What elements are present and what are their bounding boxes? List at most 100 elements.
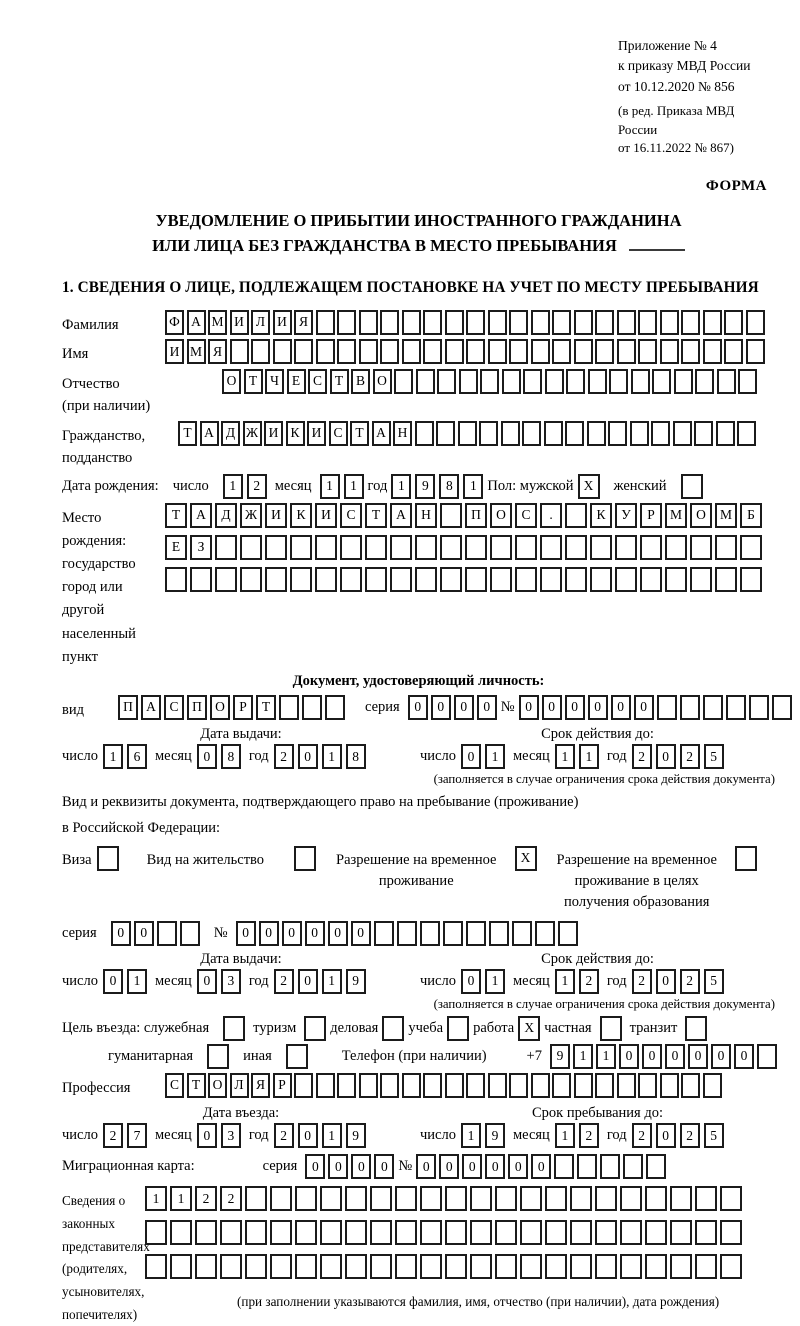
cell[interactable] [170, 1254, 192, 1280]
cell[interactable] [495, 1186, 517, 1212]
cell[interactable]: 1 [102, 744, 123, 770]
cell[interactable] [599, 1015, 622, 1041]
cell[interactable]: З [190, 534, 212, 560]
cell[interactable] [681, 309, 700, 335]
visa-checkbox[interactable] [96, 845, 119, 871]
cell[interactable]: 0 [328, 1154, 349, 1180]
cell[interactable] [681, 1072, 700, 1098]
cell[interactable] [440, 502, 462, 528]
cell[interactable]: И [307, 420, 326, 446]
female-checkbox[interactable] [680, 473, 703, 499]
cell[interactable] [294, 845, 317, 871]
transit-checkbox[interactable] [685, 1015, 708, 1041]
cell[interactable]: 2 [273, 744, 294, 770]
cell[interactable] [690, 566, 712, 592]
cell[interactable] [487, 339, 507, 365]
cell[interactable] [415, 534, 437, 560]
cell[interactable] [215, 534, 237, 560]
humanitarian-checkbox[interactable] [207, 1043, 230, 1069]
cell[interactable] [240, 566, 262, 592]
cell[interactable]: И [315, 502, 337, 528]
cell[interactable]: 0 [235, 920, 256, 946]
cell[interactable] [251, 339, 270, 365]
cell[interactable]: 0 [733, 1043, 754, 1069]
cell[interactable] [672, 420, 692, 446]
cell[interactable]: 8 [439, 473, 460, 499]
cell[interactable] [673, 368, 693, 394]
cell[interactable] [565, 420, 584, 446]
cell[interactable] [457, 420, 477, 446]
cell[interactable] [573, 309, 593, 335]
cell[interactable] [444, 309, 464, 335]
cell[interactable]: 7 [126, 1123, 147, 1149]
cell[interactable] [295, 1186, 317, 1212]
cell[interactable] [595, 1220, 617, 1246]
cell[interactable] [437, 368, 456, 394]
cell[interactable] [490, 534, 512, 560]
cell[interactable] [652, 368, 671, 394]
cell[interactable] [638, 309, 657, 335]
cell[interactable] [245, 1220, 267, 1246]
cell[interactable]: А [371, 420, 391, 446]
cell[interactable]: Ф [165, 309, 184, 335]
cell[interactable] [586, 420, 606, 446]
cell[interactable] [190, 566, 212, 592]
cell[interactable] [315, 1072, 335, 1098]
cell[interactable] [680, 473, 703, 499]
cell[interactable] [509, 1072, 528, 1098]
cell[interactable] [487, 1072, 507, 1098]
cell[interactable] [702, 339, 722, 365]
cell[interactable]: 0 [258, 920, 279, 946]
cell[interactable] [370, 1220, 392, 1246]
cell[interactable] [615, 534, 637, 560]
cell[interactable] [440, 566, 462, 592]
cell[interactable]: 1 [321, 968, 342, 994]
cell[interactable]: О [490, 502, 512, 528]
cell[interactable]: 0 [351, 1154, 372, 1180]
cell[interactable]: С [328, 420, 348, 446]
cell[interactable] [645, 1186, 667, 1212]
cell[interactable]: 3 [220, 968, 241, 994]
birthplace-cells-row3[interactable] [165, 566, 762, 592]
cell[interactable]: Л [229, 1072, 249, 1098]
cell[interactable]: 0 [102, 968, 123, 994]
cell[interactable]: 2 [220, 1186, 242, 1212]
cell[interactable]: Ж [242, 420, 262, 446]
cell[interactable] [365, 566, 387, 592]
cell[interactable] [645, 1254, 667, 1280]
cell[interactable] [734, 845, 757, 871]
cell[interactable] [645, 1220, 667, 1246]
cell[interactable]: Ж [240, 502, 262, 528]
cell[interactable] [720, 1220, 742, 1246]
cell[interactable] [520, 1254, 542, 1280]
cell[interactable] [345, 1254, 367, 1280]
cell[interactable] [501, 368, 521, 394]
cell[interactable] [509, 309, 528, 335]
cell[interactable]: 5 [703, 1123, 724, 1149]
temp-residence-checkbox[interactable]: X [514, 845, 537, 871]
cell[interactable] [395, 1186, 417, 1212]
representatives-cells-row2[interactable] [145, 1220, 742, 1246]
cell[interactable] [748, 694, 769, 720]
cell[interactable] [395, 1254, 417, 1280]
cell[interactable]: 2 [578, 968, 599, 994]
work-checkbox[interactable]: X [518, 1015, 541, 1041]
cell[interactable]: 0 [305, 1154, 326, 1180]
cell[interactable] [737, 420, 756, 446]
cell[interactable]: Р [272, 1072, 292, 1098]
cell[interactable] [595, 1186, 617, 1212]
cell[interactable]: 0 [641, 1043, 662, 1069]
cell[interactable]: 3 [220, 1123, 241, 1149]
cell[interactable]: 2 [631, 968, 652, 994]
cell[interactable] [382, 1015, 405, 1041]
cell[interactable]: С [515, 502, 537, 528]
